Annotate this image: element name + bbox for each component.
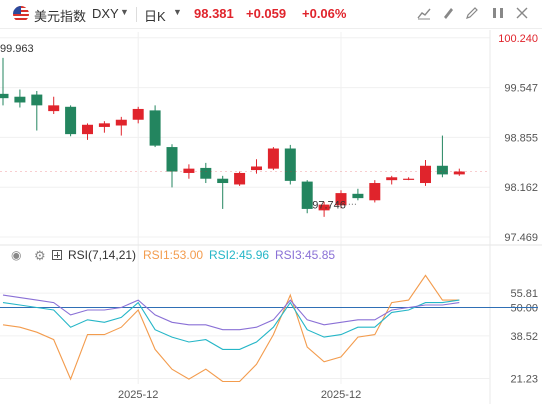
rsi-y-tick-label: 55.81 — [510, 288, 538, 300]
candle-body — [234, 172, 246, 185]
rsi-y-tick-label: 50.00 — [510, 302, 538, 314]
header-divider — [0, 28, 542, 29]
candle-body — [82, 124, 93, 135]
candle-body — [453, 171, 465, 175]
indicator-header: ◉ ⚙ RSI(7,14,21) RSI1:53.00 RSI2:45.96 R… — [0, 248, 542, 266]
candle-body — [115, 119, 127, 126]
timeframe-chevron-down-icon[interactable]: ▼ — [173, 7, 182, 17]
last-price: 98.381 — [194, 6, 234, 21]
drawing-toggle-icon[interactable] — [490, 6, 506, 22]
main-y-tick-label: 97.469 — [504, 232, 538, 244]
x-tick-label: 2025-12 — [321, 389, 361, 401]
candle-body — [251, 166, 262, 171]
price-change-percent: +0.06% — [302, 6, 347, 21]
candle-body — [352, 193, 364, 199]
brush-icon[interactable] — [440, 6, 456, 22]
pencil-icon[interactable] — [464, 6, 480, 22]
eye-icon[interactable]: ◉ — [11, 248, 22, 262]
rsi-y-tick-label: 21.23 — [510, 373, 538, 385]
main-y-tick-label: 98.855 — [504, 132, 538, 144]
rsi-label: RSI(7,14,21) — [68, 248, 137, 262]
symbol-chevron-down-icon[interactable]: ▼ — [120, 7, 129, 17]
candle-body — [436, 165, 448, 175]
candle-body — [65, 106, 77, 135]
candle-body — [301, 181, 313, 209]
candle-body — [0, 93, 9, 99]
rsi-series-line-rsi3 — [2, 294, 460, 331]
main-y-tick-label: 100.240 — [498, 33, 538, 45]
rsi2-value: RSI2:45.96 — [209, 248, 270, 262]
candle-body — [132, 108, 144, 120]
instrument-name[interactable]: 美元指数 — [34, 9, 87, 24]
rsi1-value: RSI1:53.00 — [143, 248, 204, 262]
candle-body — [335, 193, 347, 206]
candle-body — [14, 96, 26, 103]
main-y-tick-label: 99.547 — [504, 83, 538, 95]
candle-body — [48, 105, 60, 112]
x-tick-label: 2025-12 — [118, 389, 158, 401]
candle-body — [98, 123, 110, 127]
rsi3-value: RSI3:45.85 — [275, 248, 336, 262]
candle-body — [200, 167, 212, 179]
candle-body — [284, 148, 296, 181]
chart-header: 美元指数 DXY ▼ 日K ▼ 98.381 +0.059 +0.06% — [0, 0, 542, 28]
candle-body — [267, 148, 279, 169]
candle-body — [369, 183, 381, 201]
min-price-annotation: 97.746 — [312, 199, 346, 211]
candle-body — [149, 110, 161, 146]
candle-body — [31, 94, 43, 106]
candle-body — [318, 204, 330, 211]
candle-body — [386, 177, 398, 181]
price-change: +0.059 — [246, 6, 287, 21]
gear-icon[interactable]: ⚙ — [34, 248, 46, 263]
candle-body — [420, 165, 431, 184]
us-flag-icon — [13, 6, 29, 22]
header-separator — [136, 7, 137, 22]
timeframe-selector[interactable]: 日K — [144, 9, 166, 24]
candle-body — [183, 168, 195, 173]
max-price-annotation: 99.963 — [0, 43, 34, 55]
rsi-series-line-rsi1 — [2, 274, 460, 383]
rsi-y-tick-label: 38.52 — [510, 331, 538, 343]
candle-body — [166, 147, 178, 172]
close-icon[interactable] — [514, 6, 530, 22]
trend-line-icon[interactable] — [416, 6, 432, 22]
expand-icon[interactable] — [52, 250, 62, 260]
candle-body — [217, 178, 229, 184]
instrument-symbol[interactable]: DXY — [92, 6, 119, 21]
candle-body — [403, 178, 415, 180]
rsi-series-line-rsi2 — [2, 299, 460, 350]
main-y-tick-label: 98.162 — [504, 182, 538, 194]
